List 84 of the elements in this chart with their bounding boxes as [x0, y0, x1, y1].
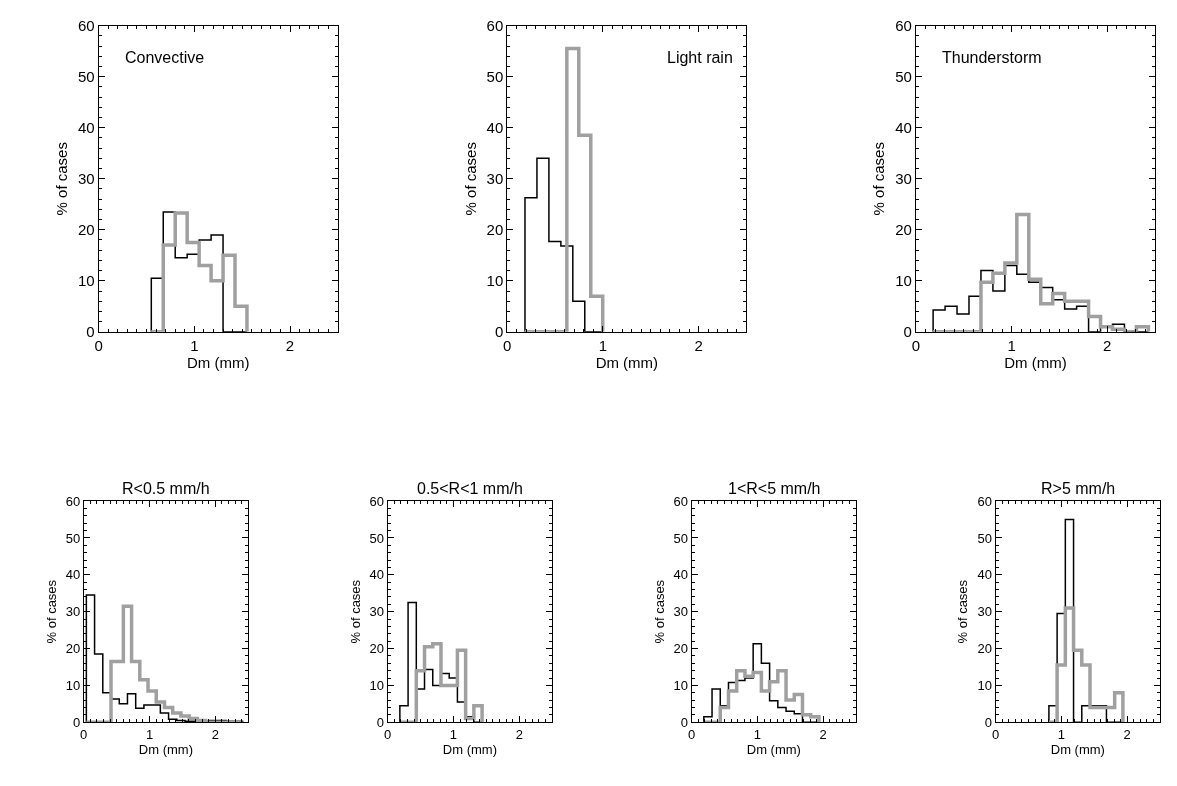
y-tick-label: 10 [977, 677, 993, 693]
y-tick-label: 50 [895, 67, 912, 85]
x-axis-title: Dm (mm) [746, 741, 801, 757]
annotation: Convective [125, 49, 205, 66]
x-tick-label: 1 [145, 726, 154, 742]
y-tick-label: 50 [486, 67, 504, 85]
y-tick-label: 60 [486, 16, 504, 34]
y-axis-title: % of cases [651, 579, 667, 644]
x-tick-label: 1 [449, 726, 458, 742]
chart-title: R>5 mm/h [1041, 480, 1116, 497]
y-tick-label: 40 [77, 118, 95, 136]
x-axis-title: Dm (mm) [442, 741, 497, 757]
y-tick-label: 20 [77, 221, 95, 239]
y-tick-label: 0 [86, 323, 95, 341]
chart-title: R<0.5 mm/h [122, 480, 210, 497]
y-tick-label: 0 [494, 323, 504, 341]
y-tick-label: 50 [673, 530, 689, 546]
x-tick-label: 2 [1103, 336, 1112, 354]
x-tick-label: 1 [190, 336, 199, 354]
y-tick-label: 10 [486, 272, 504, 290]
y-tick-label: 0 [72, 714, 81, 730]
y-tick-label: 50 [77, 67, 95, 85]
x-tick-label: 2 [1123, 726, 1131, 742]
x-axis-title: Dm (mm) [595, 353, 659, 371]
y-tick-label: 60 [673, 493, 689, 509]
y-axis-title: % of cases [53, 142, 71, 216]
y-axis-title: % of cases [870, 142, 888, 216]
y-tick-label: 40 [977, 567, 993, 583]
y-tick-label: 50 [65, 530, 81, 546]
y-tick-label: 40 [895, 118, 912, 136]
y-tick-label: 30 [65, 604, 81, 620]
y-tick-label: 0 [376, 714, 385, 730]
y-tick-label: 60 [895, 16, 912, 34]
y-tick-label: 30 [895, 170, 912, 187]
y-tick-label: 20 [65, 641, 81, 657]
y-tick-label: 20 [977, 641, 993, 657]
y-tick-label: 60 [77, 16, 95, 34]
y-tick-label: 0 [984, 714, 993, 730]
x-tick-label: 2 [211, 726, 219, 742]
y-tick-label: 20 [895, 221, 912, 239]
x-axis-title: Dm (mm) [138, 741, 194, 757]
x-axis-title: Dm (mm) [1050, 741, 1105, 757]
y-tick-label: 30 [77, 170, 95, 187]
x-tick-label: 1 [598, 336, 608, 354]
y-tick-label: 10 [77, 272, 95, 290]
annotation: Light rain [667, 49, 733, 66]
y-tick-label: 10 [65, 677, 81, 693]
x-axis-title: Dm (mm) [187, 353, 250, 371]
y-tick-label: 20 [486, 221, 504, 239]
y-tick-label: 0 [903, 323, 912, 341]
y-tick-label: 10 [369, 677, 385, 693]
y-axis-title: % of cases [347, 579, 363, 644]
y-tick-label: 20 [369, 641, 385, 657]
annotation: Thunderstorm [942, 49, 1042, 66]
y-tick-label: 50 [977, 530, 993, 546]
x-axis-title: Dm (mm) [1004, 353, 1067, 371]
y-tick-label: 0 [680, 714, 689, 730]
chart-title: 0.5<R<1 mm/h [417, 480, 523, 497]
y-tick-label: 60 [65, 493, 81, 509]
x-tick-label: 1 [1007, 336, 1016, 354]
y-tick-label: 60 [977, 493, 993, 509]
x-tick-label: 2 [819, 726, 827, 742]
y-tick-label: 30 [486, 170, 504, 187]
x-tick-label: 2 [515, 726, 523, 742]
x-tick-label: 2 [694, 336, 703, 354]
y-tick-label: 40 [65, 567, 81, 583]
x-tick-label: 1 [753, 726, 762, 742]
y-axis-title: % of cases [43, 579, 59, 644]
y-tick-label: 30 [673, 604, 689, 620]
y-tick-label: 50 [369, 530, 385, 546]
y-axis-title: % of cases [955, 579, 971, 644]
y-tick-label: 30 [369, 604, 385, 620]
y-axis-title: % of cases [461, 142, 479, 216]
y-tick-label: 40 [369, 567, 385, 583]
y-tick-label: 10 [895, 272, 912, 290]
y-tick-label: 30 [977, 604, 993, 620]
x-tick-label: 1 [1057, 726, 1066, 742]
y-tick-label: 20 [673, 641, 689, 657]
y-tick-label: 40 [486, 118, 504, 136]
y-tick-label: 10 [673, 677, 689, 693]
x-tick-label: 2 [285, 336, 295, 354]
y-tick-label: 60 [369, 493, 385, 509]
chart-title: 1<R<5 mm/h [728, 480, 821, 497]
y-tick-label: 40 [673, 567, 689, 583]
